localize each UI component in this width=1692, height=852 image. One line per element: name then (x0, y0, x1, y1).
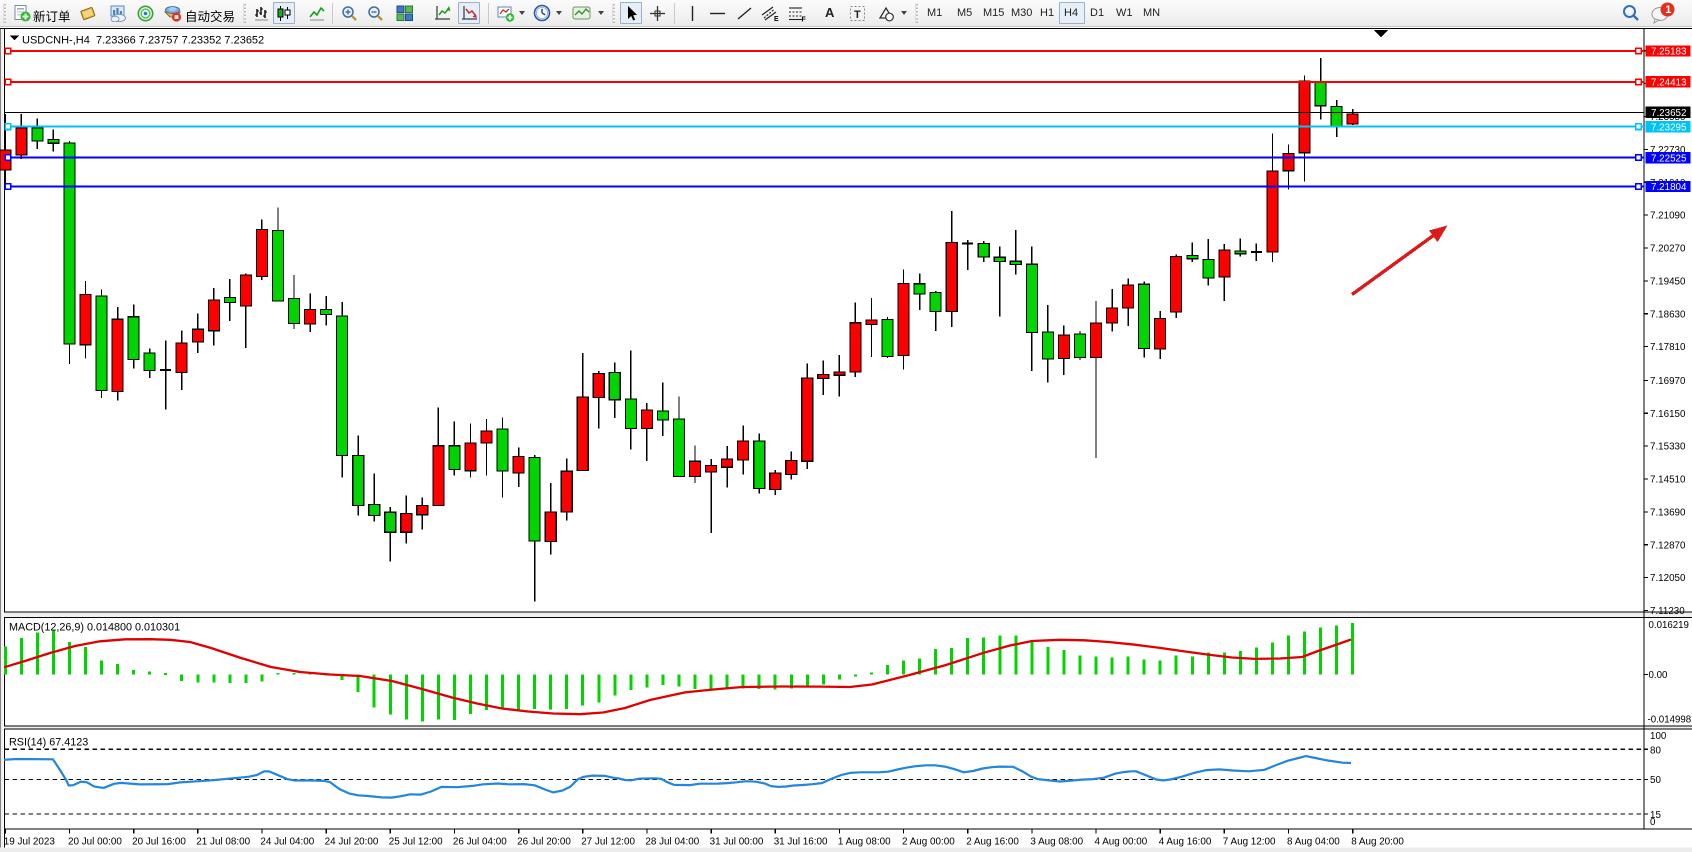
svg-text:4 Aug 16:00: 4 Aug 16:00 (1159, 837, 1212, 848)
svg-text:8 Aug 20:00: 8 Aug 20:00 (1351, 837, 1404, 848)
svg-text:7.11230: 7.11230 (1650, 606, 1685, 617)
svg-text:1 Aug 08:00: 1 Aug 08:00 (838, 837, 891, 848)
svg-text:MACD(12,26,9) 0.014800 0.01030: MACD(12,26,9) 0.014800 0.010301 (9, 621, 180, 633)
svg-text:7.12050: 7.12050 (1650, 573, 1686, 584)
svg-text:7.16150: 7.16150 (1650, 409, 1686, 420)
svg-text:4 Aug 00:00: 4 Aug 00:00 (1095, 837, 1148, 848)
svg-text:20 Jul 00:00: 20 Jul 00:00 (68, 837, 122, 848)
svg-text:7.23652: 7.23652 (1651, 108, 1686, 119)
svg-text:7 Aug 12:00: 7 Aug 12:00 (1223, 837, 1276, 848)
svg-text:7.21804: 7.21804 (1651, 182, 1687, 193)
svg-text:F: F (802, 17, 807, 23)
svg-text:26 Jul 04:00: 26 Jul 04:00 (453, 837, 507, 848)
svg-text:7.17810: 7.17810 (1650, 342, 1686, 353)
svg-text:7.22525: 7.22525 (1651, 153, 1687, 164)
svg-text:7.12870: 7.12870 (1650, 540, 1686, 551)
svg-text:7.15330: 7.15330 (1650, 442, 1686, 453)
svg-text:8 Aug 04:00: 8 Aug 04:00 (1287, 837, 1340, 848)
svg-text:7.18630: 7.18630 (1650, 309, 1686, 320)
svg-text:7.13690: 7.13690 (1650, 507, 1686, 518)
svg-text:50: 50 (1650, 775, 1661, 786)
svg-text:19 Jul 2023: 19 Jul 2023 (4, 837, 56, 848)
svg-text:7.14510: 7.14510 (1650, 475, 1686, 486)
svg-text:7.21090: 7.21090 (1650, 211, 1686, 222)
svg-text:100: 100 (1650, 731, 1667, 742)
svg-text:2 Aug 16:00: 2 Aug 16:00 (966, 837, 1019, 848)
svg-text:7.19450: 7.19450 (1650, 277, 1686, 288)
svg-text:26 Jul 20:00: 26 Jul 20:00 (517, 837, 571, 848)
svg-text:7.25183: 7.25183 (1651, 47, 1687, 58)
svg-text:0.00: 0.00 (1649, 670, 1668, 681)
svg-text:15: 15 (1650, 810, 1661, 821)
svg-text:USDCNH-,H4 7.23366 7.23757 7.: USDCNH-,H4 7.23366 7.23757 7.23352 7.236… (22, 35, 264, 47)
svg-text:27 Jul 12:00: 27 Jul 12:00 (581, 837, 635, 848)
svg-text:2 Aug 00:00: 2 Aug 00:00 (902, 837, 955, 848)
svg-text:7.16970: 7.16970 (1650, 376, 1686, 387)
svg-text:7.23295: 7.23295 (1651, 122, 1687, 133)
svg-text:1: 1 (1665, 4, 1671, 16)
svg-text:0.016219: 0.016219 (1649, 620, 1689, 631)
svg-text:7.22730: 7.22730 (1650, 145, 1686, 156)
svg-text:E: E (774, 16, 779, 22)
svg-text:T: T (854, 9, 861, 21)
svg-text:RSI(14) 67.4123: RSI(14) 67.4123 (9, 736, 88, 748)
svg-text:0: 0 (1650, 817, 1656, 828)
svg-text:24 Jul 04:00: 24 Jul 04:00 (260, 837, 314, 848)
svg-text:7.20270: 7.20270 (1650, 244, 1686, 255)
svg-text:24 Jul 20:00: 24 Jul 20:00 (325, 837, 379, 848)
svg-text:21 Jul 08:00: 21 Jul 08:00 (196, 837, 250, 848)
svg-text:-0.014998: -0.014998 (1648, 715, 1692, 726)
svg-text:80: 80 (1650, 746, 1661, 757)
svg-text:7.24413: 7.24413 (1651, 78, 1687, 89)
svg-text:3 Aug 08:00: 3 Aug 08:00 (1030, 837, 1083, 848)
svg-text:20 Jul 16:00: 20 Jul 16:00 (132, 837, 186, 848)
svg-text:31 Jul 00:00: 31 Jul 00:00 (710, 837, 764, 848)
svg-text:31 Jul 16:00: 31 Jul 16:00 (774, 837, 828, 848)
svg-text:25 Jul 12:00: 25 Jul 12:00 (389, 837, 443, 848)
svg-text:28 Jul 04:00: 28 Jul 04:00 (645, 837, 699, 848)
